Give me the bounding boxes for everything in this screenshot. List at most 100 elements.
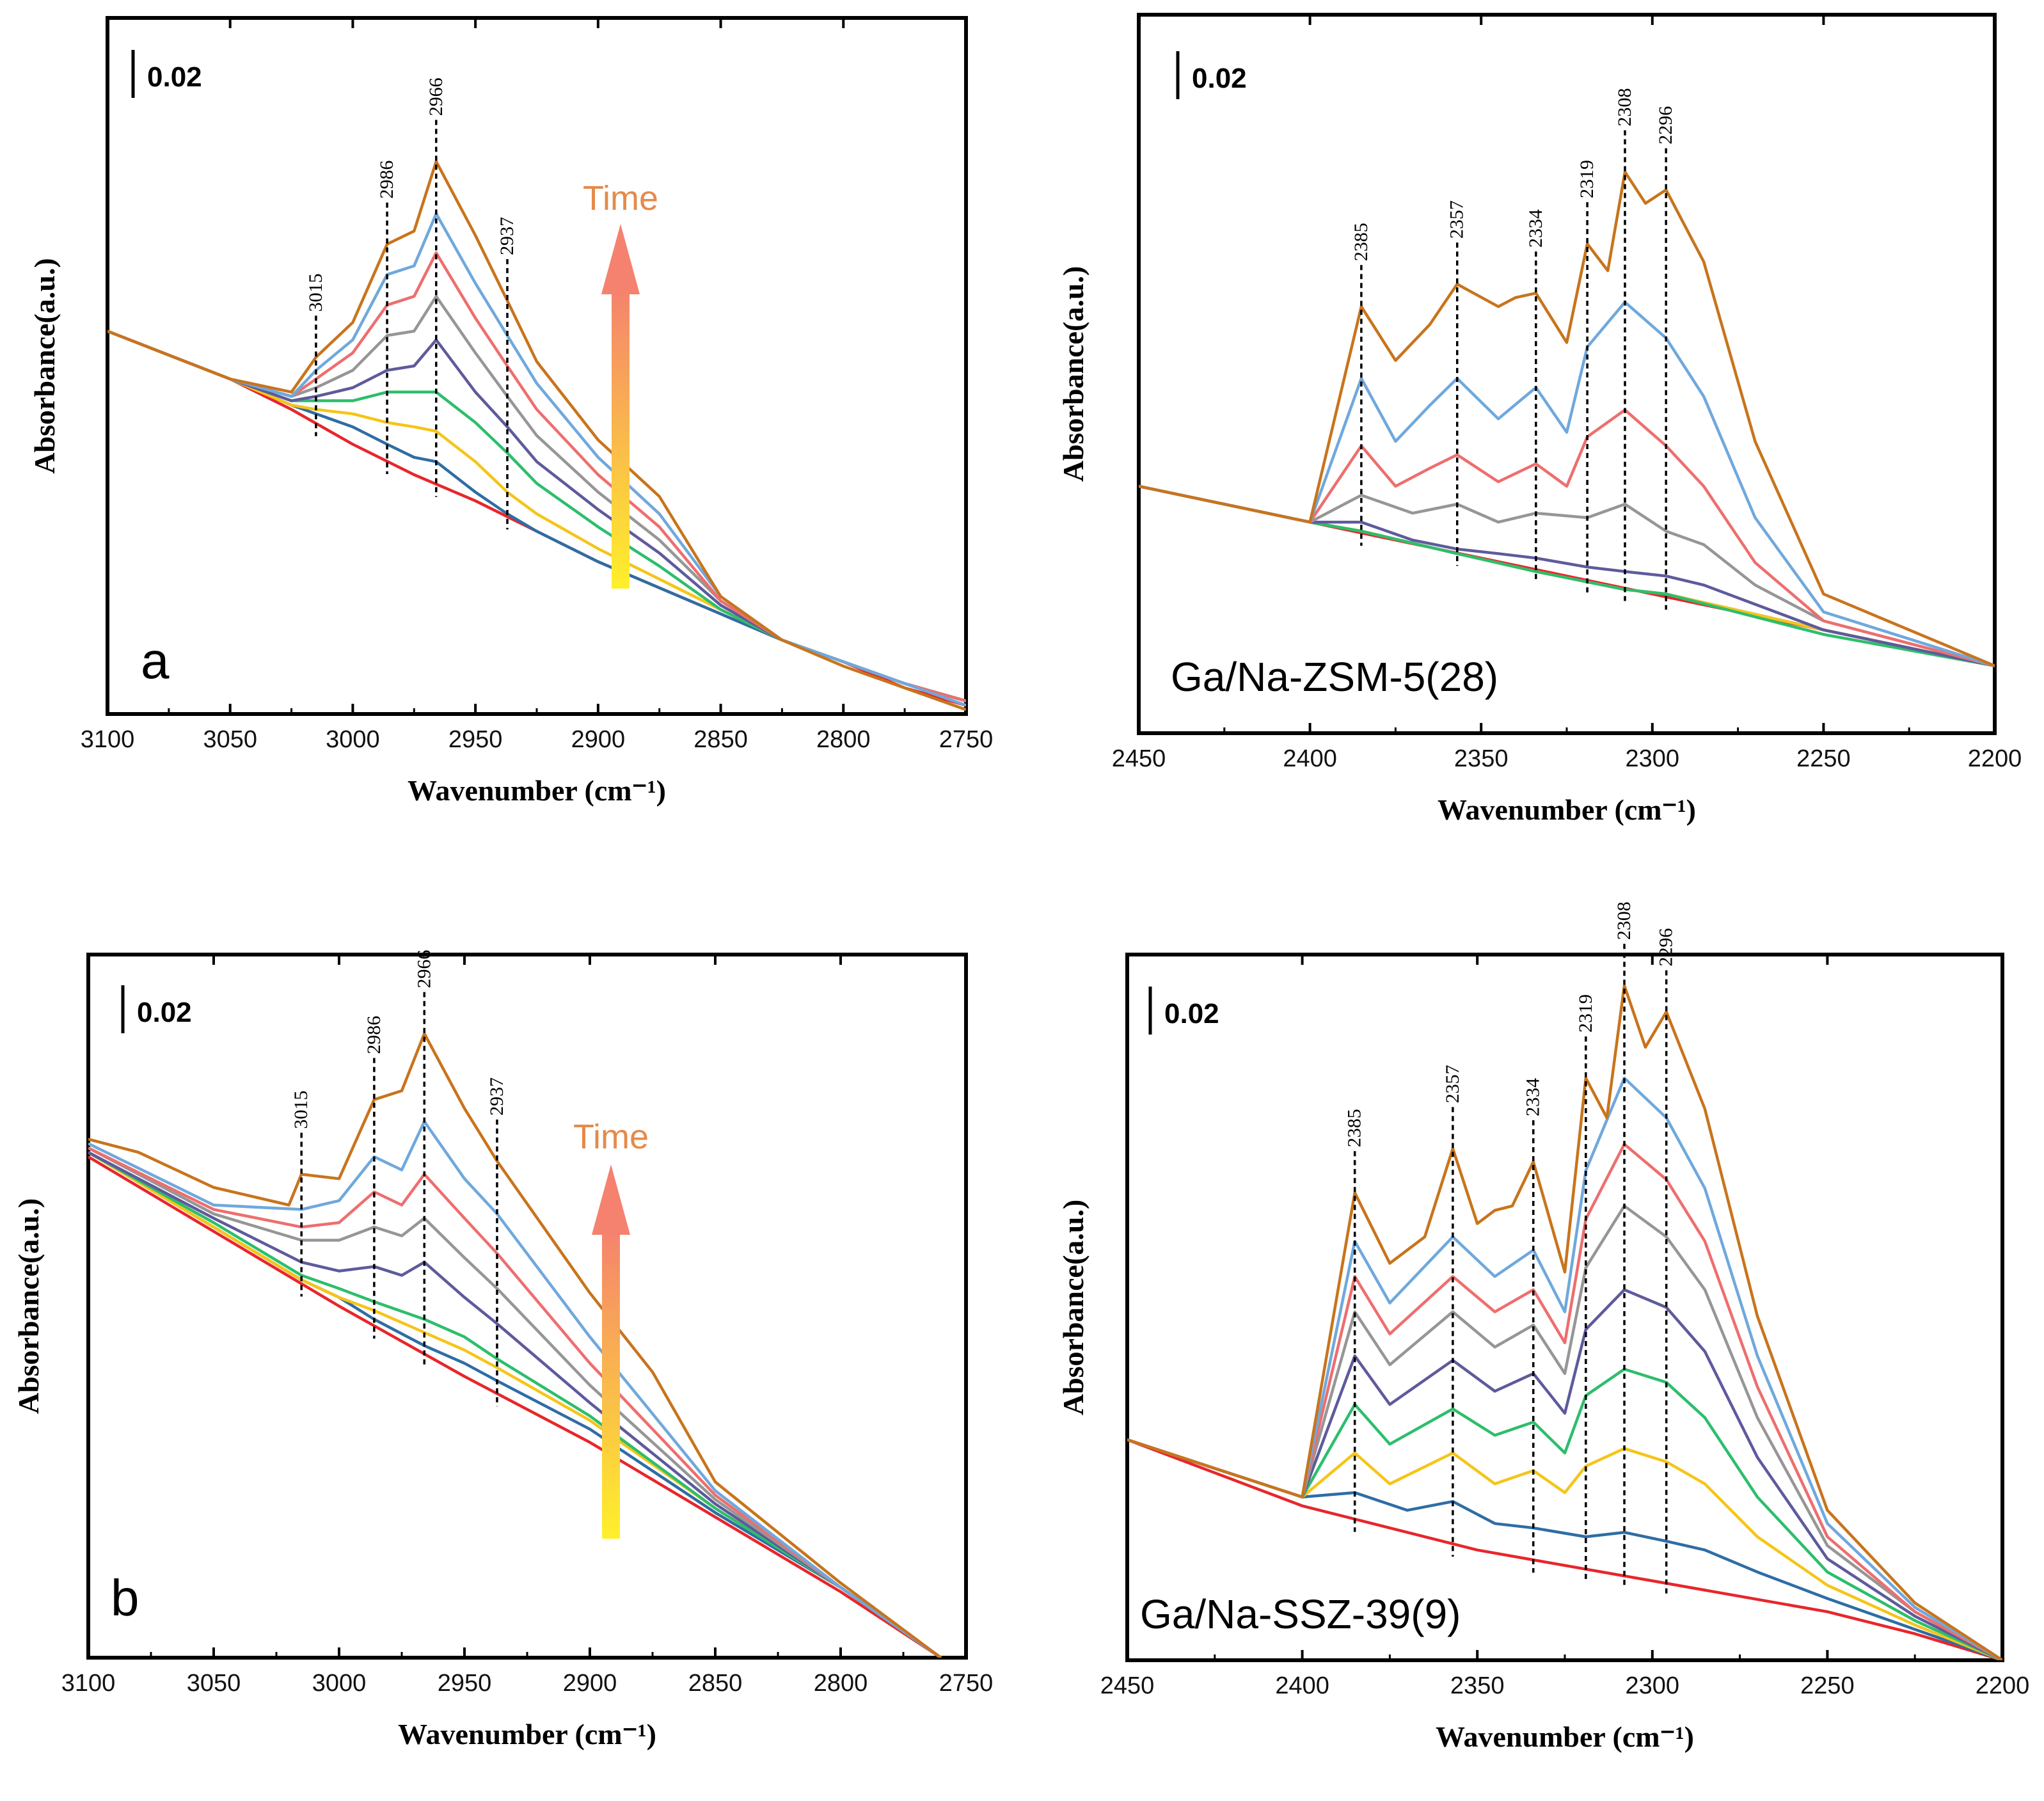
- x-tick-label: 2350: [1454, 745, 1509, 772]
- peak-label: 2319: [1576, 160, 1597, 198]
- peak-label: 2357: [1442, 1065, 1463, 1103]
- chart-panel-c: 2450 2400 2350 2300 2250 2200 Wavenumber (cm⁻¹…: [1057, 13, 2022, 826]
- series-line-t1: [88, 1155, 942, 1658]
- peak-label: 2334: [1523, 1078, 1544, 1116]
- panel-label: b: [111, 1569, 139, 1626]
- peak-label: 2966: [425, 77, 447, 116]
- series-line-t8: [1127, 1076, 2002, 1660]
- series-line-t8: [1139, 300, 1995, 667]
- series-line-t5: [1127, 1288, 2002, 1660]
- x-tick-label: 2250: [1800, 1672, 1855, 1699]
- series-line-t4: [107, 329, 966, 702]
- panel-label: a: [141, 632, 170, 689]
- scale-bar-label: 0.02: [137, 997, 192, 1028]
- series-line-t3: [88, 1151, 942, 1658]
- series-line-t4: [1139, 484, 1995, 667]
- series-line-t4: [1127, 1367, 2002, 1660]
- series-line-t7: [1139, 408, 1995, 667]
- peak-label: 2334: [1525, 209, 1546, 248]
- plot-frame: [86, 953, 968, 1660]
- sample-label: Ga/Na-ZSM-5(28): [1171, 654, 1498, 700]
- series-line-t9: [88, 1032, 942, 1658]
- peak-label: 3015: [290, 1090, 312, 1129]
- series-line-t2: [1127, 1438, 2002, 1660]
- series-line-t6: [1127, 1204, 2002, 1660]
- peak-label: 2966: [413, 950, 434, 988]
- x-axis-title: Wavenumber (cm⁻¹): [408, 774, 666, 807]
- series-group: [1139, 170, 1995, 667]
- y-axis-title: Absorbance(a.u.): [12, 1198, 45, 1414]
- x-tick-label: 3100: [81, 726, 135, 753]
- x-tick-label: 2950: [448, 726, 503, 753]
- x-axis-title: Wavenumber (cm⁻¹): [1436, 1720, 1694, 1753]
- x-tick-label: 2750: [939, 726, 994, 753]
- x-tick-label: 2400: [1275, 1672, 1329, 1699]
- series-line-t9: [107, 160, 966, 711]
- x-tick-label: 2250: [1796, 745, 1851, 772]
- x-tick-label: 2300: [1626, 1672, 1680, 1699]
- chart-panel-a: 3100 3050 3000 2950 2900 2850 2800 2750 Wavenumb…: [28, 16, 994, 807]
- y-axis-title: Absorbance(a.u.): [28, 258, 61, 473]
- peak-label: 2385: [1344, 1109, 1365, 1147]
- time-label: Time: [583, 179, 658, 218]
- x-tick-label: 2200: [1968, 745, 2022, 772]
- chart-panel-d: 2450 2400 2350 2300 2250 2200 Wavenumber (cm⁻¹…: [1057, 901, 2029, 1753]
- scale-bar-label: 0.02: [1164, 998, 1219, 1029]
- x-tick-label: 3000: [326, 726, 380, 753]
- series-line-t4: [88, 1151, 942, 1658]
- x-tick-label: 2200: [1976, 1672, 2030, 1699]
- series-line-t1: [1127, 1438, 2002, 1660]
- series-line-t6: [107, 294, 966, 702]
- peak-label: 2319: [1575, 994, 1596, 1033]
- time-arrow-head: [601, 224, 640, 294]
- series-group: [88, 1032, 942, 1658]
- x-tick-label: 2800: [816, 726, 871, 753]
- plot-frame: [106, 16, 968, 716]
- x-tick-label: 2850: [688, 1670, 743, 1697]
- scale-bar-label: 0.02: [147, 61, 202, 93]
- peak-label: 2357: [1446, 200, 1468, 239]
- peak-label: 2937: [496, 217, 518, 255]
- x-tick-label: 2450: [1100, 1672, 1155, 1699]
- y-axis-title: Absorbance(a.u.): [1057, 266, 1089, 482]
- x-tick-label: 2450: [1112, 745, 1166, 772]
- peak-label: 3015: [305, 273, 326, 312]
- x-axis-title: Wavenumber (cm⁻¹): [398, 1718, 656, 1750]
- x-tick-label: 2950: [438, 1670, 492, 1697]
- x-tick-label: 3100: [61, 1670, 116, 1697]
- x-tick-label: 2800: [814, 1670, 868, 1697]
- sample-label: Ga/Na-SSZ-39(9): [1140, 1591, 1461, 1637]
- peak-label: 2296: [1656, 928, 1677, 967]
- chart-panel-b: 3100 3050 3000 2950 2900 2850 2800 2750 Wavenumb…: [12, 950, 993, 1750]
- time-label: Time: [573, 1118, 649, 1156]
- series-line-t2: [107, 329, 966, 702]
- peak-label: 2986: [363, 1016, 384, 1054]
- x-tick-label: 3050: [187, 1670, 241, 1697]
- x-axis-title: Wavenumber (cm⁻¹): [1438, 793, 1696, 826]
- series-line-t7: [1127, 1143, 2002, 1660]
- series-group: [107, 160, 966, 711]
- peak-label: 2296: [1655, 106, 1676, 145]
- series-line-t1: [107, 329, 966, 707]
- x-tick-label: 2850: [693, 726, 748, 753]
- x-tick-label: 2300: [1626, 745, 1680, 772]
- series-line-t5: [107, 329, 966, 702]
- x-tick-label: 2900: [571, 726, 626, 753]
- x-tick-label: 2750: [939, 1670, 994, 1697]
- time-arrow-shaft: [602, 1228, 620, 1539]
- x-tick-label: 2400: [1283, 745, 1337, 772]
- x-tick-label: 2350: [1450, 1672, 1505, 1699]
- peak-label: 2385: [1351, 223, 1372, 261]
- series-line-t3: [107, 329, 966, 702]
- series-line-t9: [1139, 170, 1995, 667]
- time-arrow-shaft: [612, 288, 630, 589]
- x-tick-label: 2900: [563, 1670, 617, 1697]
- x-tick-label: 3000: [312, 1670, 367, 1697]
- y-axis-title: Absorbance(a.u.): [1057, 1200, 1089, 1415]
- x-tick-label: 3050: [203, 726, 257, 753]
- series-line-t7: [107, 251, 966, 702]
- series-line-t9: [1127, 984, 2002, 1660]
- scale-bar-label: 0.02: [1192, 63, 1247, 94]
- peak-label: 2986: [376, 161, 397, 199]
